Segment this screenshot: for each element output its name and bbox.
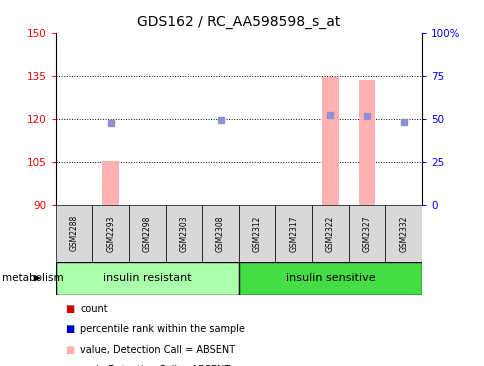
Text: insulin resistant: insulin resistant <box>103 273 191 283</box>
Bar <box>56 205 92 262</box>
Bar <box>275 205 312 262</box>
Text: ■: ■ <box>65 324 75 335</box>
Bar <box>102 161 119 205</box>
Text: GSM2332: GSM2332 <box>398 215 408 251</box>
Text: GSM2298: GSM2298 <box>142 215 151 251</box>
Bar <box>384 205 421 262</box>
Text: GSM2327: GSM2327 <box>362 215 371 251</box>
Text: GSM2312: GSM2312 <box>252 215 261 251</box>
Text: rank, Detection Call = ABSENT: rank, Detection Call = ABSENT <box>80 365 230 366</box>
Text: GSM2322: GSM2322 <box>325 215 334 251</box>
Bar <box>239 262 421 295</box>
Text: ■: ■ <box>65 304 75 314</box>
Text: ■: ■ <box>65 365 75 366</box>
Bar <box>239 205 275 262</box>
Text: GSM2308: GSM2308 <box>215 215 225 251</box>
Text: ■: ■ <box>65 344 75 355</box>
Text: value, Detection Call = ABSENT: value, Detection Call = ABSENT <box>80 344 235 355</box>
Text: GSM2293: GSM2293 <box>106 215 115 251</box>
Bar <box>56 262 239 295</box>
Text: GSM2288: GSM2288 <box>69 215 78 251</box>
Bar <box>129 205 166 262</box>
Title: GDS162 / RC_AA598598_s_at: GDS162 / RC_AA598598_s_at <box>137 15 340 29</box>
Text: metabolism: metabolism <box>2 273 64 283</box>
Bar <box>202 205 239 262</box>
Text: GSM2303: GSM2303 <box>179 215 188 252</box>
Bar <box>166 205 202 262</box>
Text: GSM2317: GSM2317 <box>288 215 298 251</box>
Text: insulin sensitive: insulin sensitive <box>285 273 375 283</box>
Bar <box>312 205 348 262</box>
Bar <box>321 77 338 205</box>
Text: count: count <box>80 304 107 314</box>
Bar <box>358 80 375 205</box>
Text: percentile rank within the sample: percentile rank within the sample <box>80 324 244 335</box>
Bar <box>92 205 129 262</box>
Bar <box>348 205 385 262</box>
